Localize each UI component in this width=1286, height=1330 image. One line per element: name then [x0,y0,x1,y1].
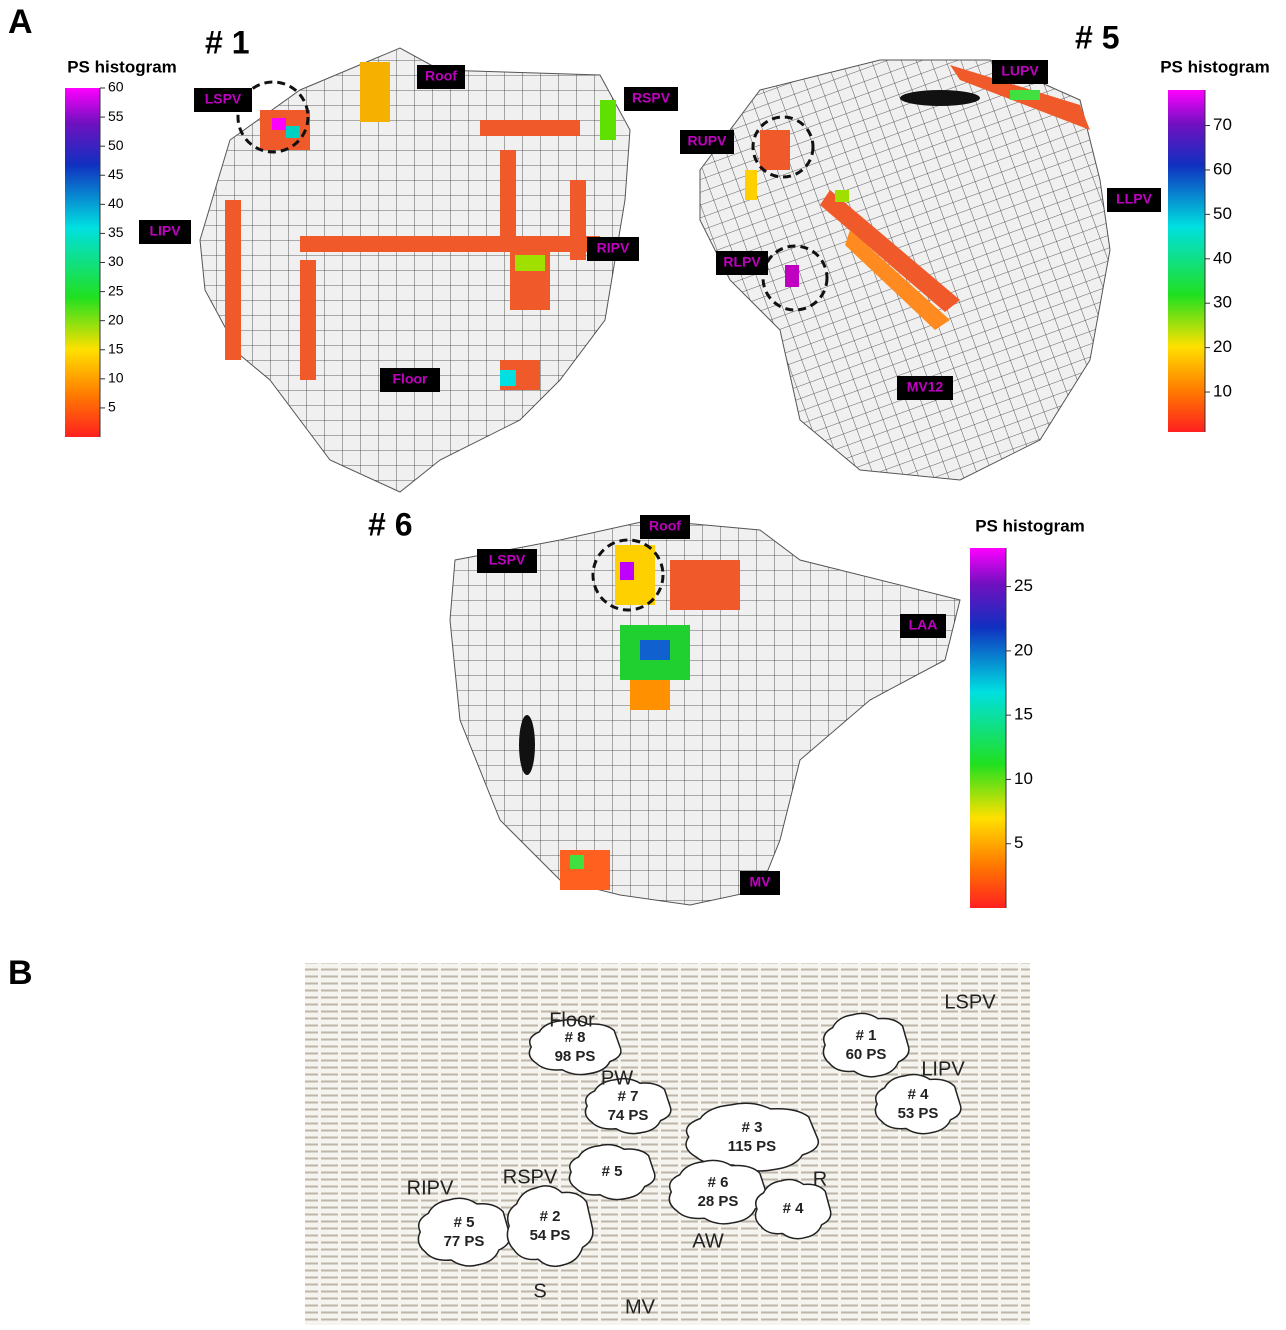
colorbar-tick-label: 70 [1213,115,1232,134]
colorbar-tick-label: 50 [108,137,124,153]
region-tag: LAA [909,617,938,633]
cloud-count: 53 PS [898,1105,939,1122]
region-tag: LLPV [1116,191,1152,207]
region-tag: Roof [649,518,681,534]
map-title: # 5 [1075,19,1119,55]
colorbar-tick-label: 30 [1213,293,1232,312]
colorbar-tick-label: 20 [108,311,124,327]
colorbar-tick-label: 5 [1014,833,1023,852]
panel-label: B [8,954,33,992]
region-tag: LUPV [1001,63,1039,79]
colorbar-title: PS histogram [67,57,177,76]
cloud-id: # 4 [908,1086,930,1103]
cloud-id: # 3 [742,1119,763,1136]
cloud-count: 28 PS [698,1193,739,1210]
colorbar-tick-label: 60 [108,79,124,95]
colorbar-tick-label: 10 [1213,382,1232,401]
colorbar-title: PS histogram [1160,57,1270,76]
region-label: AW [692,1230,724,1252]
region-tag: RLPV [723,254,761,270]
region-label: R [813,1168,827,1190]
figure: A B # 1 PS histogram LSPV Roof RSPV LIPV… [0,0,1286,1325]
colorbar-tick-label: 10 [108,370,124,386]
region-tag: RUPV [688,133,728,149]
colorbar-tick-label: 20 [1213,337,1232,356]
region-tag: RIPV [597,240,630,256]
diagram-background [305,963,1030,1325]
colorbar-tick-label: 5 [108,399,116,415]
cloud-count: 115 PS [728,1138,776,1155]
colorbar-tick-label: 15 [1014,705,1033,724]
colorbar-tick-label: 20 [1014,640,1033,659]
cloud-id: # 7 [618,1088,639,1105]
region-tag: RSPV [632,90,671,106]
colorbar-tick-label: 45 [108,166,124,182]
region-label: MV [625,1296,656,1318]
region-tag: MV [750,874,772,890]
cloud-id: # 4 [783,1200,805,1217]
colorbar-tick-label: 25 [1014,576,1033,595]
cloud-id: # 5 [602,1163,623,1180]
colorbar-title: PS histogram [975,516,1085,535]
cloud-count: 54 PS [530,1227,571,1244]
colorbar [1168,90,1205,432]
region-tag: LIPV [149,223,181,239]
cloud-count: 60 PS [846,1046,887,1063]
cloud-count: 77 PS [444,1233,485,1250]
cloud-id: # 2 [540,1208,561,1225]
region-label: LIPV [921,1058,965,1080]
colorbar-tick-label: 40 [108,195,124,211]
colorbar-tick-label: 50 [1213,204,1232,223]
region-tag: LSPV [489,552,526,568]
colorbar-tick-label: 55 [108,108,124,124]
cloud-id: # 6 [708,1174,729,1191]
region-tag: MV12 [907,379,944,395]
region-label: RIPV [407,1177,454,1199]
cloud-count: 74 PS [608,1107,649,1124]
region-label: PW [601,1067,633,1089]
cloud-id: # 5 [454,1214,475,1231]
cloud-id: # 8 [565,1029,586,1046]
colorbar-tick-label: 60 [1213,159,1232,178]
cloud-count: 98 PS [555,1048,596,1065]
colorbar-tick-label: 40 [1213,248,1232,267]
region-label: RSPV [503,1166,558,1188]
region-tag: LSPV [205,91,242,107]
region-tag: Roof [425,68,457,84]
map-title: # 6 [368,506,412,542]
mesh-pole [900,90,980,106]
colorbar-tick-label: 15 [108,340,124,356]
panel-label: A [8,3,33,41]
colorbar-tick-label: 30 [108,253,124,269]
map-title: # 1 [205,24,249,60]
region-tag: Floor [393,371,429,387]
cloud-id: # 1 [856,1027,877,1044]
region-label: S [533,1280,546,1302]
colorbar-tick-label: 25 [108,282,124,298]
region-label: Floor [549,1009,595,1031]
colorbar [65,88,100,437]
region-label: LSPV [944,991,996,1013]
colorbar-tick-label: 35 [108,224,124,240]
mesh-pole [519,715,535,775]
colorbar [970,548,1006,908]
colorbar-tick-label: 10 [1014,769,1033,788]
